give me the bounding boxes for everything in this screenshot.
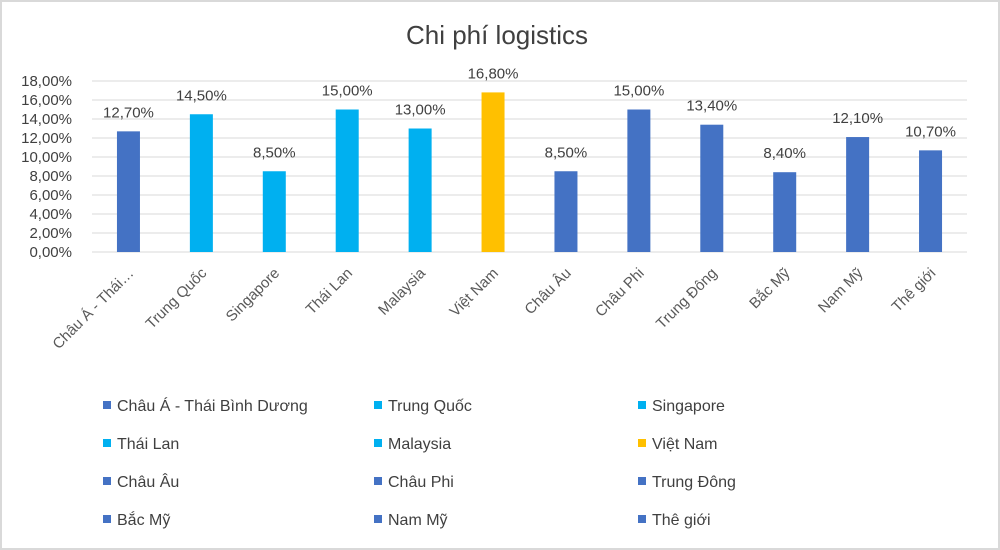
x-tick-label: Thê giới bbox=[889, 265, 940, 316]
data-label: 16,80% bbox=[468, 65, 519, 82]
x-tick-label: Bắc Mỹ bbox=[746, 264, 794, 312]
x-tick-label: Nam Mỹ bbox=[815, 264, 867, 316]
y-tick-label: 2,00% bbox=[29, 225, 72, 242]
gridlines bbox=[92, 80, 967, 253]
bar bbox=[627, 109, 651, 252]
legend-entry: Malaysia bbox=[388, 436, 451, 453]
legend-entry: Châu Âu bbox=[117, 472, 179, 491]
bar bbox=[919, 150, 943, 252]
legend-swatch bbox=[103, 401, 111, 409]
data-label: 14,50% bbox=[176, 87, 227, 104]
legend-entry: Trung Quốc bbox=[388, 398, 472, 415]
legend-entry: Việt Nam bbox=[652, 436, 718, 453]
y-tick-label: 18,00% bbox=[21, 73, 72, 90]
data-label: 12,10% bbox=[832, 110, 883, 127]
chart-title: Chi phí logistics bbox=[406, 20, 588, 50]
y-tick-label: 6,00% bbox=[29, 187, 72, 204]
x-tick-label: Trung Đông bbox=[653, 265, 721, 333]
bars bbox=[116, 92, 943, 253]
x-axis-labels: Châu Á - Thái… Trung Quốc Singapore Thái La… bbox=[49, 264, 939, 352]
y-tick-label: 4,00% bbox=[29, 206, 72, 223]
y-tick-label: 12,00% bbox=[21, 130, 72, 147]
x-tick-label: Châu Âu bbox=[521, 265, 574, 318]
bar bbox=[116, 131, 140, 252]
bar bbox=[262, 171, 286, 252]
legend-swatch bbox=[103, 477, 111, 485]
bar bbox=[846, 137, 870, 252]
bar bbox=[335, 109, 359, 252]
legend-entry: Châu Á - Thái Bình Dương bbox=[117, 396, 308, 415]
data-labels: 12,70% 14,50% 8,50% 15,00% 13,00% 16,80% 8,50%… bbox=[103, 65, 956, 162]
legend-swatch bbox=[638, 515, 646, 523]
legend-swatch bbox=[374, 515, 382, 523]
legend-entry: Nam Mỹ bbox=[388, 512, 448, 529]
x-tick-label: Malaysia bbox=[375, 264, 429, 318]
data-label: 15,00% bbox=[322, 83, 373, 100]
x-tick-label: Trung Quốc bbox=[143, 264, 211, 332]
data-label: 8,50% bbox=[253, 144, 296, 161]
legend-swatch bbox=[374, 401, 382, 409]
legend-entry: Singapore bbox=[652, 398, 725, 415]
x-tick-label: Singapore bbox=[223, 265, 283, 325]
data-label: 10,70% bbox=[905, 123, 956, 140]
legend-swatch bbox=[374, 439, 382, 447]
data-label: 8,40% bbox=[763, 145, 806, 162]
data-label: 12,70% bbox=[103, 104, 154, 121]
legend-entry: Thái Lan bbox=[117, 436, 179, 453]
legend-entry: Thê giới bbox=[652, 512, 711, 529]
y-tick-label: 10,00% bbox=[21, 149, 72, 166]
legend-entry: Trung Đông bbox=[652, 474, 736, 491]
data-label: 13,00% bbox=[395, 102, 446, 119]
legend-swatch bbox=[638, 401, 646, 409]
y-tick-label: 0,00% bbox=[29, 244, 72, 261]
x-tick-label: Châu Phi bbox=[592, 265, 648, 321]
y-tick-label: 14,00% bbox=[21, 111, 72, 128]
legend-entry: Châu Phi bbox=[388, 474, 454, 491]
bar bbox=[481, 92, 505, 253]
bar bbox=[773, 172, 797, 252]
y-axis-ticks: 0,00% 2,00% 4,00% 6,00% 8,00% 10,00% 12,00% 14,… bbox=[21, 73, 72, 261]
bar bbox=[700, 124, 724, 252]
x-tick-label: Thái Lan bbox=[303, 265, 356, 318]
data-label: 13,40% bbox=[686, 98, 737, 115]
legend-entry: Bắc Mỹ bbox=[117, 510, 170, 529]
legend-swatch bbox=[103, 515, 111, 523]
bar bbox=[408, 128, 432, 252]
legend-swatch bbox=[638, 477, 646, 485]
bar bbox=[554, 171, 578, 252]
legend-swatch bbox=[638, 439, 646, 447]
x-tick-label: Châu Á - Thái… bbox=[49, 265, 137, 353]
legend-swatch bbox=[103, 439, 111, 447]
legend-swatch bbox=[374, 477, 382, 485]
bar bbox=[189, 114, 213, 252]
data-label: 8,50% bbox=[545, 144, 588, 161]
y-tick-label: 8,00% bbox=[29, 168, 72, 185]
legend: Châu Á - Thái Bình Dương Trung Quốc Singap… bbox=[103, 396, 736, 529]
y-tick-label: 16,00% bbox=[21, 92, 72, 109]
x-tick-label: Việt Nam bbox=[446, 265, 501, 320]
data-label: 15,00% bbox=[613, 83, 664, 100]
